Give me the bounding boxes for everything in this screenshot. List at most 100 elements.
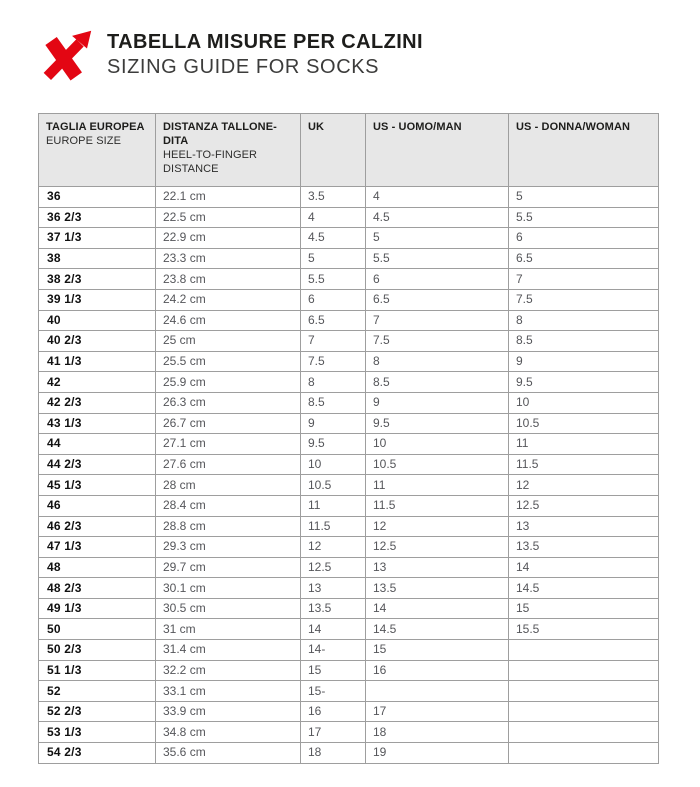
size-cell: 36 2/3	[38, 206, 156, 229]
us-woman-cell: 10.5	[508, 412, 659, 435]
us-man-cell: 17	[365, 700, 509, 723]
us-man-cell: 9	[365, 391, 509, 414]
us-woman-cell	[508, 700, 659, 723]
us-woman-cell: 6.5	[508, 247, 659, 270]
col-header-primary-label: US - UOMO/MAN	[373, 121, 462, 133]
us-woman-cell: 8.5	[508, 330, 659, 352]
us-man-cell: 14	[365, 597, 509, 620]
size-cell: 46	[38, 494, 156, 517]
uk-cell: 12	[300, 536, 366, 558]
table-row: 44 2/3 27.6 cm 10 10.5 11.5	[38, 453, 659, 476]
us-man-cell: 6	[365, 268, 509, 290]
col-header-heel-toe-distance: DISTANZA TALLONE-DITA HEEL-TO-FINGER DIS…	[155, 113, 301, 187]
size-cell: 50 2/3	[38, 639, 156, 661]
distance-cell: 27.1 cm	[155, 433, 301, 455]
sizing-table: TAGLIA EUROPEA EUROPE SIZE DISTANZA TALL…	[38, 113, 659, 764]
uk-cell: 9	[300, 412, 366, 435]
us-woman-cell: 7	[508, 268, 659, 290]
distance-cell: 34.8 cm	[155, 721, 301, 744]
table-row: 39 1/3 24.2 cm 6 6.5 7.5	[38, 288, 659, 311]
uk-cell: 13.5	[300, 597, 366, 620]
us-man-cell: 11.5	[365, 494, 509, 517]
uk-cell: 6	[300, 288, 366, 311]
distance-cell: 23.8 cm	[155, 268, 301, 290]
size-cell: 36	[38, 186, 156, 208]
size-cell: 43 1/3	[38, 412, 156, 435]
col-header-uk: UK	[300, 113, 366, 187]
us-woman-cell: 15.5	[508, 618, 659, 641]
table-row: 50 2/3 31.4 cm 14- 15	[38, 639, 659, 661]
size-cell: 47 1/3	[38, 536, 156, 558]
col-header-primary-label: DISTANZA TALLONE-DITA	[163, 121, 277, 147]
distance-cell: 28.8 cm	[155, 515, 301, 538]
distance-cell: 35.6 cm	[155, 742, 301, 764]
distance-cell: 29.3 cm	[155, 536, 301, 558]
size-cell: 42 2/3	[38, 391, 156, 414]
distance-cell: 30.1 cm	[155, 577, 301, 599]
uk-cell: 10.5	[300, 474, 366, 496]
table-row: 36 2/3 22.5 cm 4 4.5 5.5	[38, 206, 659, 229]
distance-cell: 22.1 cm	[155, 186, 301, 208]
distance-cell: 32.2 cm	[155, 659, 301, 682]
us-woman-cell: 5.5	[508, 206, 659, 229]
size-cell: 38 2/3	[38, 268, 156, 290]
table-row: 51 1/3 32.2 cm 15 16	[38, 659, 659, 682]
us-woman-cell: 10	[508, 391, 659, 414]
us-man-cell: 18	[365, 721, 509, 744]
us-man-cell: 19	[365, 742, 509, 764]
distance-cell: 31.4 cm	[155, 639, 301, 661]
uk-cell: 3.5	[300, 186, 366, 208]
table-row: 37 1/3 22.9 cm 4.5 5 6	[38, 227, 659, 249]
size-cell: 46 2/3	[38, 515, 156, 538]
us-man-cell: 12	[365, 515, 509, 538]
size-cell: 45 1/3	[38, 474, 156, 496]
table-row: 53 1/3 34.8 cm 17 18	[38, 721, 659, 744]
distance-cell: 25.9 cm	[155, 371, 301, 393]
size-cell: 38	[38, 247, 156, 270]
us-woman-cell: 12	[508, 474, 659, 496]
page-subtitle: SIZING GUIDE FOR SOCKS	[107, 56, 380, 78]
uk-cell: 16	[300, 700, 366, 723]
table-row: 44 27.1 cm 9.5 10 11	[38, 433, 659, 455]
us-woman-cell: 9.5	[508, 371, 659, 393]
table-row: 45 1/3 28 cm 10.5 11 12	[38, 474, 659, 496]
size-cell: 52	[38, 680, 156, 702]
us-man-cell: 13	[365, 556, 509, 579]
uk-cell: 11.5	[300, 515, 366, 538]
uk-cell: 15	[300, 659, 366, 682]
distance-cell: 33.9 cm	[155, 700, 301, 723]
distance-cell: 25.5 cm	[155, 350, 301, 373]
us-man-cell: 16	[365, 659, 509, 682]
table-row: 46 28.4 cm 11 11.5 12.5	[38, 494, 659, 517]
table-row: 52 33.1 cm 15-	[38, 680, 659, 702]
uk-cell: 5.5	[300, 268, 366, 290]
size-cell: 42	[38, 371, 156, 393]
table-row: 36 22.1 cm 3.5 4 5	[38, 186, 659, 208]
us-man-cell: 6.5	[365, 288, 509, 311]
distance-cell: 26.3 cm	[155, 391, 301, 414]
size-cell: 40	[38, 309, 156, 332]
us-woman-cell	[508, 659, 659, 682]
us-man-cell: 11	[365, 474, 509, 496]
uk-cell: 7	[300, 330, 366, 352]
us-woman-cell	[508, 742, 659, 764]
page-title: TABELLA MISURE PER CALZINI	[107, 31, 423, 53]
size-cell: 48 2/3	[38, 577, 156, 599]
table-row: 48 2/3 30.1 cm 13 13.5 14.5	[38, 577, 659, 599]
distance-cell: 27.6 cm	[155, 453, 301, 476]
distance-cell: 25 cm	[155, 330, 301, 352]
size-cell: 44 2/3	[38, 453, 156, 476]
us-woman-cell: 9	[508, 350, 659, 373]
col-header-primary-label: TAGLIA EUROPEA	[46, 121, 145, 133]
us-woman-cell: 12.5	[508, 494, 659, 517]
size-cell: 52 2/3	[38, 700, 156, 723]
uk-cell: 4	[300, 206, 366, 229]
us-woman-cell: 7.5	[508, 288, 659, 311]
uk-cell: 17	[300, 721, 366, 744]
uk-cell: 18	[300, 742, 366, 764]
table-row: 38 23.3 cm 5 5.5 6.5	[38, 247, 659, 270]
us-man-cell: 15	[365, 639, 509, 661]
distance-cell: 26.7 cm	[155, 412, 301, 435]
table-row: 50 31 cm 14 14.5 15.5	[38, 618, 659, 641]
col-header-secondary-label: EUROPE SIZE	[46, 135, 122, 147]
